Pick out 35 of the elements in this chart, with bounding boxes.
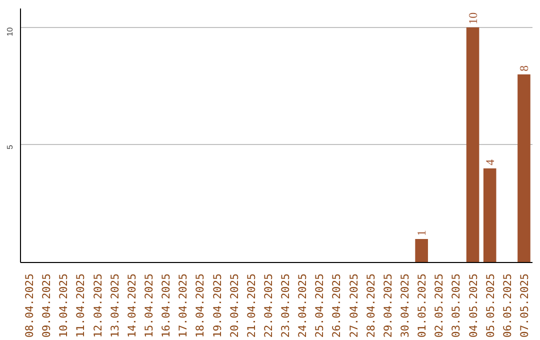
data-label: 10 bbox=[466, 12, 480, 24]
data-label: 4 bbox=[482, 159, 497, 166]
x-tick-label: 23.04.2025 bbox=[279, 274, 292, 338]
x-tick-label: 19.04.2025 bbox=[210, 274, 224, 338]
x-tick-label: 29.04.2025 bbox=[381, 274, 394, 338]
x-tick-label: 08.04.2025 bbox=[23, 274, 36, 338]
x-tick-label: 14.04.2025 bbox=[125, 274, 138, 338]
x-tick-label: 17.04.2025 bbox=[176, 274, 190, 338]
x-tick-label: 15.04.2025 bbox=[142, 274, 156, 338]
x-tick-label: 02.05.2025 bbox=[432, 274, 446, 338]
x-tick-label: 30.04.2025 bbox=[398, 274, 412, 338]
x-tick-label: 06.05.2025 bbox=[500, 274, 514, 338]
x-tick-label: 24.04.2025 bbox=[296, 274, 310, 338]
x-tick-label: 26.04.2025 bbox=[330, 274, 344, 338]
x-tick-label: 07.05.2025 bbox=[518, 274, 531, 338]
x-tick-label: 03.05.2025 bbox=[450, 274, 463, 338]
x-tick-label: 10.04.2025 bbox=[57, 274, 70, 338]
x-tick-label: 22.04.2025 bbox=[262, 274, 275, 338]
x-tick-label: 13.04.2025 bbox=[108, 274, 122, 338]
x-tick-label: 09.04.2025 bbox=[40, 274, 54, 338]
x-tick-label: 01.05.2025 bbox=[416, 274, 429, 338]
x-tick-label: 12.04.2025 bbox=[91, 274, 104, 338]
x-tick-label: 05.05.2025 bbox=[484, 274, 497, 338]
x-tick-label: 28.04.2025 bbox=[364, 274, 378, 338]
x-tick-label: 18.04.2025 bbox=[194, 274, 207, 338]
y-tick-label: 5 bbox=[6, 144, 14, 150]
x-tick-label: 11.04.2025 bbox=[74, 274, 88, 338]
x-tick-label: 16.04.2025 bbox=[160, 274, 173, 338]
x-tick-label: 27.04.2025 bbox=[347, 274, 360, 338]
x-tick-label: 20.04.2025 bbox=[228, 274, 241, 338]
data-label: 1 bbox=[414, 230, 429, 236]
x-tick-label: 21.04.2025 bbox=[244, 274, 258, 338]
data-label: 8 bbox=[516, 65, 531, 72]
x-tick-label: 25.04.2025 bbox=[313, 274, 326, 338]
x-tick-label: 04.05.2025 bbox=[466, 274, 480, 338]
